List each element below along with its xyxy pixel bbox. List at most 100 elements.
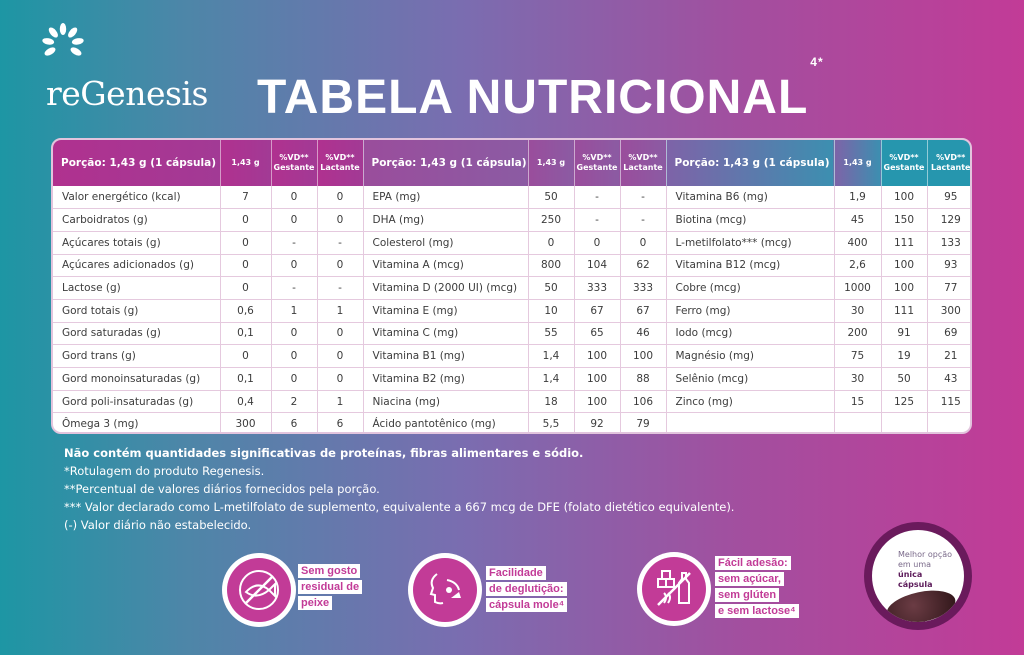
- value-cell: 6: [271, 412, 318, 432]
- value-cell: 0: [220, 254, 272, 278]
- value-cell: 43: [927, 367, 970, 391]
- value-cell: 111: [881, 299, 928, 323]
- table-body: Valor energético (kcal) 7 0 0 EPA (mg) 50- - Vi…: [53, 186, 970, 432]
- fish-crossed-icon: [239, 570, 279, 610]
- value-cell: 95: [927, 186, 970, 210]
- capsule-badge-text: Melhor opção em uma única cápsula: [898, 550, 954, 590]
- value-cell: 100: [574, 367, 621, 391]
- badge-line: de deglutição:: [486, 582, 567, 596]
- value-cell: 0: [220, 344, 272, 368]
- header-vd-gestante: %VD** Gestante: [271, 140, 318, 186]
- capsule-text-pre: Melhor opção em uma: [898, 550, 953, 569]
- nutrient-name-cell: Ácido pantotênico (mg): [363, 412, 529, 432]
- value-cell: -: [574, 186, 621, 210]
- value-cell: 50: [528, 186, 575, 210]
- header-amount: 1,43 g: [834, 140, 882, 186]
- value-cell: 0,6: [220, 299, 272, 323]
- header-portion: Porção: 1,43 g (1 cápsula): [666, 140, 835, 186]
- footnote-line: **Percentual de valores diários fornecid…: [64, 482, 380, 496]
- value-cell: 62: [620, 254, 667, 278]
- value-cell: 100: [574, 344, 621, 368]
- value-cell: 30: [834, 299, 882, 323]
- nutrient-name-cell: Vitamina B12 (mcg): [666, 254, 835, 278]
- value-cell: 67: [620, 299, 667, 323]
- value-cell: 0: [220, 276, 272, 300]
- value-cell: 79: [620, 412, 667, 432]
- value-cell: 300: [220, 412, 272, 432]
- value-cell: 69: [927, 322, 970, 346]
- value-cell: 0: [574, 231, 621, 255]
- value-cell: 150: [881, 208, 928, 232]
- value-cell: 100: [881, 186, 928, 210]
- softgel-capsule-icon: [883, 585, 959, 622]
- nutrient-name-cell: Carboidratos (g): [53, 208, 221, 232]
- value-cell: 0: [317, 367, 364, 391]
- value-cell: 0: [317, 322, 364, 346]
- value-cell: 21: [927, 344, 970, 368]
- nutrient-name-cell: Cobre (mcg): [666, 276, 835, 300]
- value-cell: 0: [271, 322, 318, 346]
- capsule-badge-inner: Melhor opção em uma única cápsula: [872, 530, 964, 622]
- nutrient-name-cell: EPA (mg): [363, 186, 529, 210]
- value-cell: 0: [220, 208, 272, 232]
- value-cell: 77: [927, 276, 970, 300]
- table-row: Gord saturadas (g) 0,1 0 0 Vitamina C (mg) 55…: [53, 322, 970, 346]
- value-cell: 93: [927, 254, 970, 278]
- nutrient-name-cell: Gord poli-insaturadas (g): [53, 390, 221, 414]
- badge-text: Facilidade de deglutição: cápsula mole⁴: [486, 566, 568, 614]
- value-cell: 50: [881, 367, 928, 391]
- capsule-text-bold: cápsula: [898, 580, 933, 589]
- table-header-row: Porção: 1,43 g (1 cápsula) 1,43 g %VD** …: [53, 140, 970, 186]
- value-cell: 6: [317, 412, 364, 432]
- value-cell: 1,4: [528, 344, 575, 368]
- footnote-line: *Rotulagem do produto Regenesis.: [64, 464, 265, 478]
- value-cell: 100: [881, 254, 928, 278]
- table-row: Açúcares totais (g) 0- - Colesterol (mg) 0 0 0…: [53, 231, 970, 255]
- value-cell: 300: [927, 299, 970, 323]
- value-cell: 129: [927, 208, 970, 232]
- value-cell: 0: [271, 208, 318, 232]
- value-cell: 104: [574, 254, 621, 278]
- badge-text: Sem gosto residual de peixe: [298, 564, 363, 612]
- value-cell: 0: [271, 186, 318, 210]
- table-row: Valor energético (kcal) 7 0 0 EPA (mg) 50- - Vi…: [53, 186, 970, 210]
- nutrient-name-cell: Gord saturadas (g): [53, 322, 221, 346]
- value-cell: -: [271, 276, 318, 300]
- value-cell: 1000: [834, 276, 882, 300]
- value-cell: -: [317, 231, 364, 255]
- footnotes: Não contém quantidades significativas de…: [64, 444, 964, 534]
- header-portion: Porção: 1,43 g (1 cápsula): [363, 140, 529, 186]
- value-cell: 15: [834, 390, 882, 414]
- value-cell: 65: [574, 322, 621, 346]
- value-cell: 400: [834, 231, 882, 255]
- header-vd-lactante: %VD** Lactante: [317, 140, 364, 186]
- table-row: Gord totais (g) 0,6 1 1 Vitamina E (mg) 10 67 6…: [53, 299, 970, 323]
- value-cell: 106: [620, 390, 667, 414]
- swallow-icon: [429, 573, 461, 605]
- value-cell: 88: [620, 367, 667, 391]
- badge-line: cápsula mole⁴: [486, 598, 568, 612]
- table-row: Gord poli-insaturadas (g) 0,4 2 1 Niacina (m…: [53, 390, 970, 414]
- nutrient-name-cell: Biotina (mcg): [666, 208, 835, 232]
- value-cell: 18: [528, 390, 575, 414]
- nutrient-name-cell: Vitamina D (2000 UI) (mcg): [363, 276, 529, 300]
- value-cell: 30: [834, 367, 882, 391]
- header-amount: 1,43 g: [220, 140, 272, 186]
- badge-line: e sem lactose⁴: [715, 604, 799, 618]
- value-cell: 125: [881, 390, 928, 414]
- badge-line: peixe: [298, 596, 333, 610]
- value-cell: 100: [881, 276, 928, 300]
- nutrient-name-cell: [666, 412, 835, 432]
- value-cell: 50: [528, 276, 575, 300]
- badge-circle: [222, 553, 296, 627]
- table-row: Gord trans (g) 0 0 0 Vitamina B1 (mg) 1,4 100 1…: [53, 344, 970, 368]
- page-title: TABELA NUTRICIONAL4*: [257, 56, 823, 122]
- no-significant-note: Não contém quantidades significativas de…: [64, 446, 584, 460]
- value-cell: -: [574, 208, 621, 232]
- value-cell: -: [317, 276, 364, 300]
- nutrient-name-cell: Iodo (mcg): [666, 322, 835, 346]
- value-cell: 0: [271, 254, 318, 278]
- sugar-gluten-lactose-free-icon: [657, 570, 691, 606]
- footnote-line: (-) Valor diário não estabelecido.: [64, 518, 252, 532]
- value-cell: 1: [317, 299, 364, 323]
